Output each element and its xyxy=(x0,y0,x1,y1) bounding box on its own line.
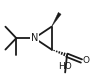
Polygon shape xyxy=(52,12,61,27)
Text: N: N xyxy=(31,33,38,43)
Text: O: O xyxy=(83,56,90,65)
Text: HO: HO xyxy=(58,61,72,71)
